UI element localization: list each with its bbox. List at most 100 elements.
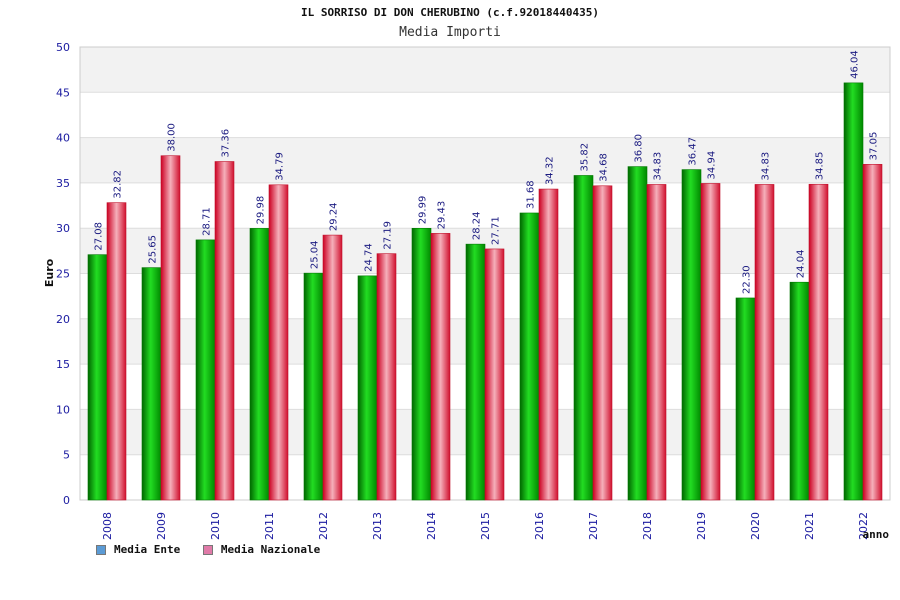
plot-band [80,92,890,138]
bar-media-nazionale-2021 [808,183,829,501]
legend-swatch-media-ente [96,544,106,555]
data-label: 34.79 [275,152,286,181]
y-tick-label: 40 [56,132,70,145]
bar-media-nazionale-2019 [700,183,721,501]
y-tick-label: 35 [56,177,70,190]
data-label: 29.98 [256,196,267,225]
bar-media-ente-2011 [249,228,270,501]
data-label: 34.83 [653,152,664,181]
data-label: 24.04 [796,250,807,279]
data-label: 37.05 [869,132,880,161]
x-tick-label: 2012 [317,512,330,540]
x-tick-label: 2015 [479,512,492,540]
bar-media-nazionale-2018 [646,184,667,501]
bar-media-ente-2021 [789,281,810,501]
data-label: 29.24 [329,202,340,231]
legend: Media Ente Media Nazionale [96,543,336,558]
bar-media-ente-2008 [87,254,108,501]
x-axis-label: anno [863,528,890,541]
data-label: 27.08 [94,222,105,251]
bar-media-nazionale-2009 [160,155,181,501]
x-tick-label: 2018 [641,512,654,540]
x-tick-label: 2010 [209,512,222,540]
data-label: 29.99 [418,196,429,225]
legend-label-media-nazionale: Media Nazionale [220,543,321,556]
bar-media-ente-2012 [303,272,324,501]
data-label: 25.04 [310,240,321,269]
x-tick-label: 2022 [857,512,870,540]
bar-media-ente-2015 [465,243,486,501]
data-label: 36.47 [688,137,699,166]
data-label: 31.68 [526,180,537,209]
data-label: 28.24 [472,212,483,241]
chart-title: IL SORRISO DI DON CHERUBINO (c.f.9201844… [300,6,599,19]
bar-media-ente-2010 [195,239,216,501]
data-label: 32.82 [113,170,124,199]
y-tick-label: 0 [63,494,70,507]
bars [87,82,883,501]
bar-media-nazionale-2014 [430,233,451,501]
x-tick-label: 2008 [101,512,114,540]
chart-subtitle: Media Importi [399,25,501,40]
bar-media-nazionale-2022 [862,164,883,501]
bar-media-nazionale-2008 [106,202,127,501]
bar-media-nazionale-2012 [322,234,343,501]
legend-label-media-ente: Media Ente [114,543,181,556]
bar-media-ente-2014 [411,227,432,501]
legend-item-media-ente[interactable]: Media Ente [96,543,180,556]
data-labels: 27.08 32.82 25.65 38.00 28.71 37.36 29.98 34.79… [94,50,880,294]
data-label: 29.43 [437,201,448,230]
y-axis-label: Euro [43,258,56,287]
bar-media-ente-2019 [681,169,702,501]
bar-media-nazionale-2013 [376,253,397,501]
bar-media-nazionale-2011 [268,184,289,501]
bar-media-nazionale-2016 [538,188,559,501]
bar-media-nazionale-2010 [214,161,235,501]
data-label: 34.68 [599,153,610,182]
x-tick-label: 2021 [803,512,816,540]
legend-swatch-media-nazionale [202,544,213,555]
data-label: 34.83 [761,152,772,181]
plot-band [80,47,890,93]
data-label: 28.71 [202,207,213,236]
bar-media-ente-2017 [573,175,594,501]
x-tick-label: 2016 [533,512,546,540]
data-label: 27.19 [383,221,394,250]
data-label: 34.32 [545,156,556,185]
data-label: 36.80 [634,134,645,163]
y-tick-label: 10 [56,403,70,416]
y-tick-label: 45 [56,86,70,99]
data-label: 27.71 [491,216,502,245]
x-tick-label: 2020 [749,512,762,540]
y-tick-label: 50 [56,41,70,54]
bar-media-nazionale-2020 [754,184,775,501]
data-label: 35.82 [580,143,591,172]
y-tick-label: 30 [56,222,70,235]
y-tick-label: 15 [56,358,70,371]
x-tick-label: 2013 [371,512,384,540]
y-tick-label: 25 [56,268,70,281]
legend-item-media-nazionale[interactable]: Media Nazionale [202,543,321,556]
data-label: 24.74 [364,243,375,272]
x-tick-label: 2014 [425,512,438,540]
bar-media-ente-2022 [843,82,864,501]
data-label: 37.36 [221,129,232,158]
x-tick-label: 2011 [263,512,276,540]
x-tick-label: 2019 [695,512,708,540]
data-label: 34.94 [707,151,718,180]
bar-media-ente-2009 [141,267,162,501]
data-label: 22.30 [742,265,753,294]
bar-media-ente-2013 [357,275,378,501]
data-label: 46.04 [850,50,861,79]
x-tick-label: 2017 [587,512,600,540]
data-label: 34.85 [815,152,826,181]
bar-media-nazionale-2017 [592,185,613,501]
x-tick-label: 2009 [155,512,168,540]
bar-media-ente-2018 [627,166,648,501]
bar-media-nazionale-2015 [484,248,505,501]
bar-media-ente-2016 [519,212,540,501]
data-label: 38.00 [167,123,178,152]
bar-media-ente-2020 [735,297,756,501]
